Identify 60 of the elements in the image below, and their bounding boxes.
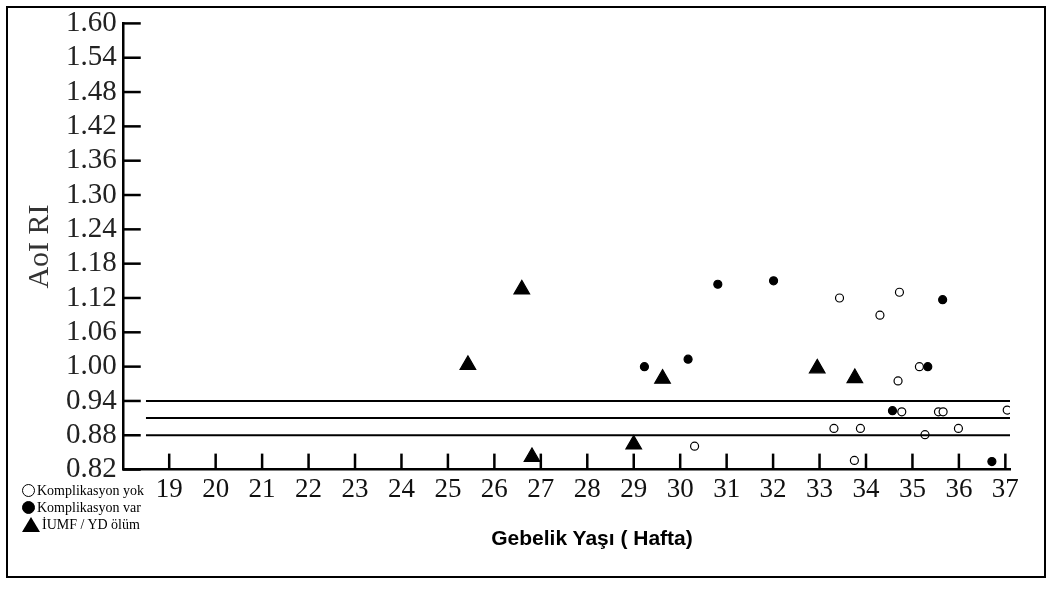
point — [834, 293, 845, 303]
x-tick-label: 28 — [573, 472, 601, 503]
y-tick-label: 1.06 — [66, 313, 117, 346]
point — [829, 423, 839, 434]
point — [1002, 405, 1010, 415]
x-tick-label: 37 — [991, 472, 1019, 503]
legend-label: İUMF / YD ölüm — [42, 516, 140, 533]
x-tick-label: 32 — [759, 472, 787, 503]
point — [893, 376, 903, 386]
point — [768, 276, 779, 286]
point — [953, 423, 964, 434]
point — [923, 362, 933, 372]
y-tick-label: 1.60 — [66, 5, 117, 38]
x-tick-label: 25 — [434, 472, 462, 503]
x-tick-label: 34 — [852, 472, 880, 503]
y-tick-label: 1.48 — [66, 73, 117, 106]
y-tick-label: 1.12 — [66, 279, 117, 312]
x-tick-label: 20 — [202, 472, 230, 503]
x-tick-label: 24 — [387, 472, 416, 503]
x-tick-label: 36 — [945, 472, 973, 503]
x-tick-label: 22 — [295, 472, 323, 503]
x-tick-label: 26 — [480, 472, 508, 503]
point — [849, 455, 859, 466]
point — [987, 456, 997, 467]
point — [639, 362, 650, 372]
point — [683, 354, 693, 364]
x-tick-label: 33 — [806, 472, 834, 503]
y-tick-label: 1.54 — [66, 39, 118, 72]
y-tick-label: 0.94 — [66, 382, 118, 415]
y-tick-label: 0.88 — [66, 416, 117, 449]
y-tick-label: 0.82 — [66, 451, 117, 484]
point — [459, 355, 477, 371]
point — [713, 279, 723, 289]
x-tick-label: 19 — [155, 472, 183, 503]
y-tick-label: 1.36 — [66, 142, 117, 175]
y-axis-title: AoI RI — [20, 204, 54, 289]
x-tick-label: 35 — [898, 472, 926, 503]
point — [855, 423, 866, 434]
y-tick-label: 1.00 — [66, 348, 117, 381]
x-tick-label: 30 — [666, 472, 694, 503]
legend-label: Komplikasyon yok — [37, 482, 144, 499]
point — [887, 406, 898, 416]
point — [897, 407, 907, 417]
point — [938, 295, 948, 305]
x-axis-title: Gebelik Yaşı ( Hafta) — [490, 526, 694, 550]
x-tick-label: 23 — [341, 472, 369, 503]
x-tick-label: 31 — [713, 472, 741, 503]
point — [894, 287, 905, 297]
x-tick-label: 29 — [620, 472, 648, 503]
point — [914, 362, 925, 372]
point — [689, 441, 700, 451]
y-tick-label: 1.18 — [66, 245, 117, 278]
x-tick-label: 27 — [527, 472, 555, 503]
x-tick-label: 21 — [248, 472, 276, 503]
y-tick-label: 1.30 — [66, 176, 117, 209]
y-tick-label: 1.42 — [66, 107, 117, 140]
y-tick-label: 1.24 — [66, 210, 118, 243]
point — [875, 310, 885, 320]
point — [938, 407, 948, 417]
legend-label: Komplikasyon var — [37, 499, 141, 516]
